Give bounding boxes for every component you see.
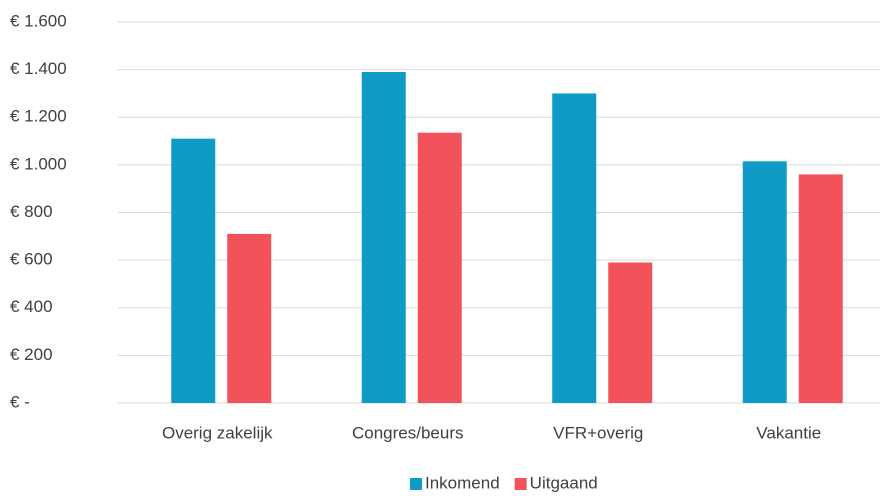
- x-tick-label: Congres/beurs: [352, 423, 464, 442]
- y-tick-label: € 1.200: [10, 107, 67, 126]
- legend-swatch: [410, 478, 422, 490]
- y-tick-label: € 1.000: [10, 154, 67, 173]
- bar: [552, 93, 597, 403]
- x-tick-label: Overig zakelijk: [162, 423, 273, 442]
- bar: [171, 138, 216, 403]
- bar: [798, 174, 843, 403]
- y-tick-label: € 1.600: [10, 11, 67, 30]
- y-tick-label: € 400: [10, 297, 53, 316]
- bar: [742, 161, 787, 403]
- x-tick-label: VFR+overig: [553, 423, 643, 442]
- legend-label: Uitgaand: [530, 473, 598, 492]
- x-tick-label: Vakantie: [756, 423, 821, 442]
- bar: [608, 262, 653, 403]
- bar: [227, 233, 272, 403]
- legend-swatch: [514, 478, 527, 490]
- y-tick-label: € 600: [10, 250, 53, 269]
- bar: [361, 72, 406, 403]
- y-tick-label: € -: [10, 392, 30, 411]
- bar: [417, 132, 462, 403]
- legend-label: Inkomend: [425, 473, 500, 492]
- y-tick-label: € 1.400: [10, 59, 67, 78]
- y-tick-label: € 200: [10, 345, 53, 364]
- y-tick-label: € 800: [10, 202, 53, 221]
